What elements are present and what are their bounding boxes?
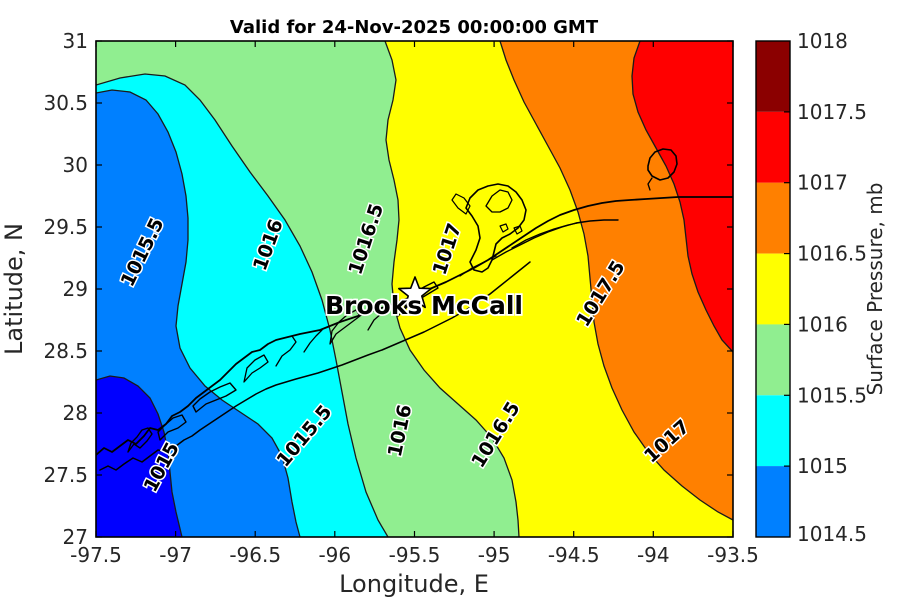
x-tick-label: -94.5 xyxy=(548,543,600,567)
colorbar-swatch-1015-1015_5 xyxy=(756,395,790,467)
colorbar-swatch-1015_5-1016 xyxy=(756,324,790,396)
colorbar: 1018 1017.5 1017 1016.5 1016 1015.5 1015… xyxy=(755,29,887,546)
colorbar-tick-label: 1014.5 xyxy=(797,522,867,546)
contour-band-1014_5 xyxy=(96,376,182,537)
colorbar-tick-label: 1017 xyxy=(797,171,848,195)
colorbar-swatch-1016_5-1017 xyxy=(756,182,790,254)
x-tick-label: -95.5 xyxy=(389,543,441,567)
coastline-bolivar xyxy=(491,219,619,261)
station-star-icon[interactable] xyxy=(398,276,432,309)
coastline-bay-inner-1 xyxy=(451,193,471,215)
colorbar-swatch-1017-1017_5 xyxy=(756,111,790,183)
contour-line-1016 xyxy=(96,73,389,537)
x-tick-label: -95 xyxy=(478,543,511,567)
x-tick-label: -97 xyxy=(159,543,192,567)
colorbar-tick-label: 1017.5 xyxy=(797,100,867,124)
colorbar-tick-label: 1016 xyxy=(797,312,848,336)
coastline-bay-small-west xyxy=(157,414,187,441)
x-tick-label: -96.5 xyxy=(229,543,281,567)
x-axis-group xyxy=(95,41,734,537)
y-axis-label: Latitude, N xyxy=(0,223,28,355)
coastline-inlet-d xyxy=(367,305,391,331)
colorbar-tick-label: 1018 xyxy=(797,29,848,53)
page-title: Valid for 24-Nov-2025 00:00:00 GMT xyxy=(230,17,599,38)
coastline-inlet-b xyxy=(275,335,297,367)
y-tick-label: 27.5 xyxy=(43,463,88,487)
colorbar-swatch-1017_5-1018 xyxy=(756,41,790,112)
contour-band-1016_5 xyxy=(385,41,733,537)
y-tick-labels: 27 27.5 28 28.5 29 29.5 30 30.5 31 xyxy=(43,29,88,549)
coastline-inlet-a xyxy=(243,354,269,383)
colorbar-swatch-1016-1016_5 xyxy=(756,253,790,325)
contour-line-1015_5 xyxy=(96,89,301,537)
contour-line-group xyxy=(96,41,733,537)
colorbar-label: Surface Pressure, mb xyxy=(863,183,887,396)
coastline-lake-outlet xyxy=(647,177,653,191)
y-tick-label: 30 xyxy=(63,153,88,177)
x-tick-label: -93.5 xyxy=(707,543,759,567)
coastline-freeport xyxy=(329,309,361,345)
station-label: Brooks McCall xyxy=(325,291,523,320)
colorbar-tick-labels: 1018 1017.5 1017 1016.5 1016 1015.5 1015… xyxy=(797,29,867,546)
coastline-calcasieu-lake xyxy=(647,148,678,181)
coastline-bay-dot-1 xyxy=(499,223,509,233)
contour-line-1016_5 xyxy=(384,41,520,537)
contour-line-1017 xyxy=(499,41,733,521)
y-tick-label: 29.5 xyxy=(43,215,88,239)
x-axis-label: Longitude, E xyxy=(339,570,489,598)
y-tick-label: 31 xyxy=(63,29,88,53)
coastline-sabine-channel xyxy=(511,221,583,249)
coastline-trinity-bay xyxy=(485,189,513,213)
y-axis-group xyxy=(96,40,733,538)
coastline-channel-spur xyxy=(459,255,497,277)
coastline-bay-sanantonio xyxy=(192,382,237,413)
y-tick-label: 30.5 xyxy=(43,91,88,115)
coastline-inlet-c xyxy=(303,329,323,353)
x-tick-label: -97.5 xyxy=(70,543,122,567)
colorbar-tick-label: 1016.5 xyxy=(797,242,867,266)
contour-line-1015 xyxy=(96,375,183,537)
x-tick-labels: -97.5 -97 -96.5 -96 -95.5 -95 -94.5 -94 … xyxy=(70,543,759,567)
coastline-group xyxy=(96,148,733,471)
colorbar-ticks xyxy=(784,111,790,467)
contour-line-1017_5 xyxy=(631,41,733,353)
coastline-bay-dot-2 xyxy=(513,225,523,235)
y-tick-label: 27 xyxy=(63,525,88,549)
station-marker-group[interactable]: Brooks McCall xyxy=(323,276,525,322)
colorbar-frame xyxy=(755,40,791,538)
y-tick-label: 28.5 xyxy=(43,339,88,363)
coastline-bay-matagorda xyxy=(127,427,153,453)
x-tick-label: -96 xyxy=(318,543,351,567)
colorbar-tick-label: 1015 xyxy=(797,454,848,478)
colorbar-swatch-1014_5-1015 xyxy=(756,466,790,537)
coastline-main xyxy=(96,196,733,456)
x-tick-label: -94 xyxy=(637,543,670,567)
y-tick-label: 29 xyxy=(63,277,88,301)
y-tick-label: 28 xyxy=(63,401,88,425)
coastline-barrier-islands xyxy=(99,261,531,471)
colorbar-tick-label: 1015.5 xyxy=(797,383,867,407)
coastline-west-bay xyxy=(395,281,439,317)
